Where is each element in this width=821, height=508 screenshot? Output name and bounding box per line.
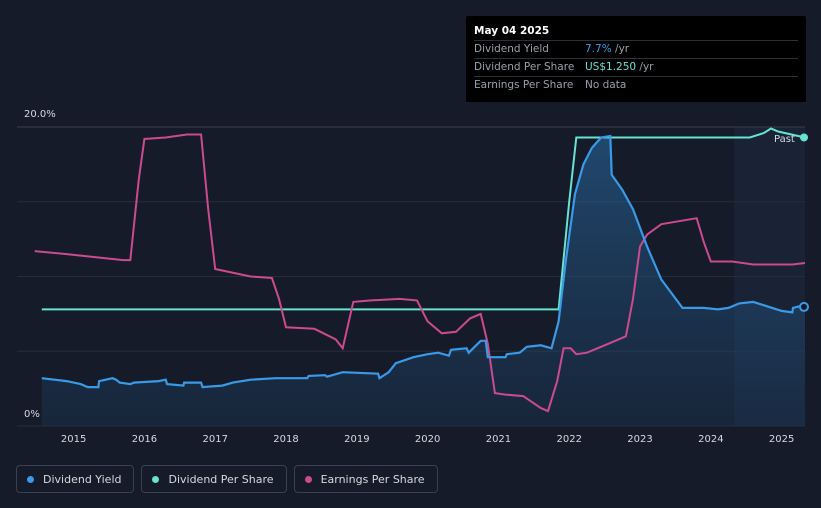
dividend-yield-line xyxy=(41,134,806,389)
dividend-per-share-end-marker[interactable] xyxy=(800,133,808,142)
legend-item-dividend-yield[interactable]: Dividend Yield xyxy=(16,465,135,493)
tooltip-unit: /yr xyxy=(611,43,630,55)
tooltip: May 04 2025 Dividend Yield 7.7% /yr Divi… xyxy=(466,16,806,102)
x-tick-label: 2023 xyxy=(627,434,652,445)
x-tick-label: 2021 xyxy=(486,434,511,445)
legend: Dividend Yield Dividend Per Share Earnin… xyxy=(16,465,438,493)
tooltip-unit: /yr xyxy=(636,61,654,73)
tooltip-date: May 04 2025 xyxy=(474,22,798,41)
legend-dot-icon xyxy=(27,475,34,483)
dividend-per-share-line xyxy=(41,127,806,311)
y-axis-ticks: 20.0% 0% xyxy=(24,109,56,420)
past-label: Past xyxy=(774,134,795,145)
tooltip-label: Dividend Per Share xyxy=(474,61,575,73)
legend-label: Dividend Per Share xyxy=(168,472,274,486)
tooltip-row-dividend-yield: Dividend Yield 7.7% /yr xyxy=(474,41,798,59)
legend-dot-icon xyxy=(304,475,312,483)
tooltip-row-dividend-per-share: Dividend Per Share US$1.250 /yr xyxy=(474,59,798,77)
legend-dot-icon xyxy=(152,475,160,483)
x-tick-label: 2020 xyxy=(415,434,440,445)
x-tick-label: 2017 xyxy=(203,434,228,445)
x-tick-label: 2022 xyxy=(557,434,582,445)
dividend-yield-area xyxy=(41,136,806,426)
earnings-per-share-line xyxy=(34,133,806,413)
dividend-yield-end-marker[interactable] xyxy=(799,301,809,312)
legend-label: Earnings Per Share xyxy=(320,472,425,486)
legend-item-dividend-per-share[interactable]: Dividend Per Share xyxy=(141,465,287,493)
y-tick-label: 20.0% xyxy=(24,109,56,120)
legend-label: Dividend Yield xyxy=(43,472,122,486)
tooltip-row-earnings-per-share: Earnings Per Share No data xyxy=(474,77,798,94)
x-tick-label: 2015 xyxy=(61,434,86,445)
x-tick-label: 2024 xyxy=(698,434,723,445)
legend-item-earnings-per-share[interactable]: Earnings Per Share xyxy=(293,465,438,493)
tooltip-value: 7.7% xyxy=(585,43,612,55)
x-axis-ticks: 2015 2016 2017 2018 2019 2020 2021 2022 2023 2024… xyxy=(61,434,794,445)
y-tick-label: 0% xyxy=(24,409,40,420)
x-tick-label: 2019 xyxy=(344,434,369,445)
tooltip-value: No data xyxy=(585,79,627,91)
tooltip-label: Earnings Per Share xyxy=(474,79,574,91)
tooltip-label: Dividend Yield xyxy=(474,43,549,55)
x-tick-label: 2016 xyxy=(132,434,157,445)
x-tick-label: 2018 xyxy=(273,434,298,445)
tooltip-value: US$1.250 xyxy=(585,61,637,73)
x-tick-label: 2025 xyxy=(769,434,794,445)
grid xyxy=(17,126,805,427)
